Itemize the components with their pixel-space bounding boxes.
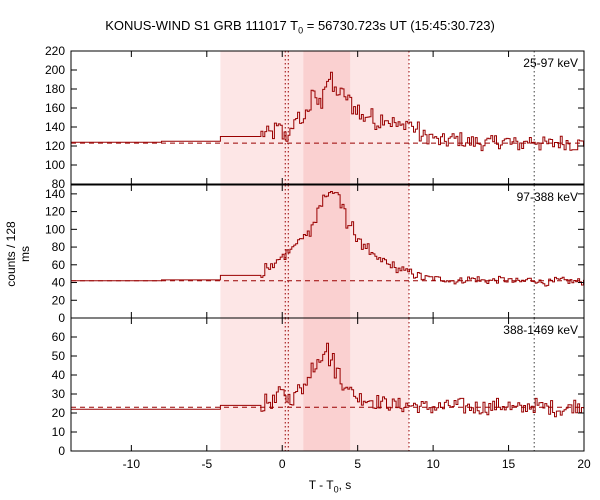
y-tick-label: 50 (52, 349, 66, 363)
y-tick-label: 60 (52, 330, 66, 344)
panel-energy-label: 25-97 keV (523, 56, 578, 70)
panel-energy-label: 388-1469 keV (503, 323, 578, 337)
x-axis-label: T - T0, s (308, 478, 352, 495)
x-tick-label: 5 (354, 457, 361, 471)
light-curve-series (71, 342, 584, 418)
x-tick-label: 20 (577, 457, 591, 471)
x-tick-label: 10 (426, 457, 440, 471)
x-tick-label: -10 (123, 457, 141, 471)
y-tick-label: 140 (45, 120, 65, 134)
chart-title: KONUS-WIND S1 GRB 111017 T0 = 56730.723s… (105, 18, 495, 36)
y-tick-label: 0 (58, 444, 65, 458)
y-tick-label: 180 (45, 82, 65, 96)
y-tick-label: 20 (52, 406, 66, 420)
x-tick-label: 15 (502, 457, 516, 471)
y-tick-label: 160 (45, 101, 65, 115)
y-tick-label: 20 (52, 293, 66, 307)
panel-0: 80 100 120 140 160 180 200 220 25-97 keV (45, 44, 585, 191)
y-tick-label: 0 (58, 311, 65, 325)
y-tick-label: 120 (45, 205, 65, 219)
panel-energy-label: 97-388 keV (517, 190, 578, 204)
x-tick-label: -5 (201, 457, 212, 471)
panel-1: 0 20 40 60 80 100 120 140 97-388 keV (45, 184, 585, 325)
light-curve-series (71, 71, 584, 152)
x-tick-label: 0 (279, 457, 286, 471)
y-tick-label: 100 (45, 158, 65, 172)
panel-2: 0 10 20 30 40 50 60 388-1469 keV (52, 317, 585, 458)
y-tick-label: 140 (45, 187, 65, 201)
y-tick-label: 40 (52, 368, 66, 382)
shaded-interval-1 (303, 51, 351, 451)
y-tick-label: 220 (45, 44, 65, 58)
y-tick-label: 100 (45, 222, 65, 236)
panel-frame (70, 50, 585, 185)
y-tick-label: 200 (45, 63, 65, 77)
y-tick-label: 80 (52, 177, 66, 191)
y-tick-label: 120 (45, 139, 65, 153)
y-tick-label: 80 (52, 240, 66, 254)
y-tick-label: 10 (52, 425, 66, 439)
y-tick-label: 30 (52, 387, 66, 401)
panel-frame (70, 317, 585, 452)
y-tick-label: 40 (52, 276, 66, 290)
y-tick-label: 60 (52, 258, 66, 272)
light-curve-series (71, 191, 584, 287)
